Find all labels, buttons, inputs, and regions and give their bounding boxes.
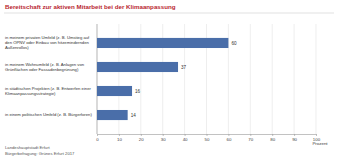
category-label: in meinem Wohnumfeld (z. B. Anlagen vonG…: [5, 62, 85, 72]
tick-label: 0: [96, 137, 99, 142]
category-label: in städtischen Projekten (z. B. Entwerfe…: [5, 86, 91, 96]
grid-line: [272, 24, 273, 134]
grid-line: [294, 24, 295, 134]
tick-label: 50: [205, 137, 210, 142]
data-label: 16: [135, 89, 141, 94]
data-labels: 60 37 16 14: [131, 41, 237, 118]
data-label: 37: [181, 65, 187, 70]
data-label: 14: [131, 113, 137, 118]
tick-label: 10: [117, 137, 122, 142]
tick: 80: [270, 134, 275, 142]
category-label-line: Klimaanpassungsstrategie): [5, 91, 56, 96]
category-label-line: in einem politischen Umfeld (z. B. Bürge…: [5, 112, 92, 117]
tick-label: 80: [270, 137, 275, 142]
axis-line: [98, 134, 317, 135]
tick-label: 20: [139, 137, 144, 142]
tick-label: 70: [248, 137, 253, 142]
tick: 10: [117, 134, 122, 142]
chart: Bereitschaft zur aktiven Mitarbeit bei d…: [0, 0, 338, 162]
tick-label: 60: [226, 137, 231, 142]
tick: 0: [96, 134, 99, 142]
annotations: Landeshauptstadt ErfurtBürgerbefragung: …: [5, 145, 75, 156]
source-note: Bürgerbefragung: Grünes Erfurt 2017: [5, 151, 75, 156]
source-note: Landeshauptstadt Erfurt: [5, 145, 51, 150]
tick: 60: [226, 134, 231, 142]
bar: [97, 110, 128, 120]
bar: [97, 86, 132, 96]
tick: 70: [248, 134, 253, 142]
grid-line: [316, 24, 317, 134]
tick-label: 40: [183, 137, 188, 142]
tick: 40: [183, 134, 188, 142]
tick: 20: [139, 134, 144, 142]
category-label: in meinem privaten Umfeld (z. B. Umstieg…: [5, 35, 90, 50]
bars: [97, 38, 228, 120]
category-label: in einem politischen Umfeld (z. B. Bürge…: [5, 112, 92, 117]
bar: [97, 62, 178, 72]
x-axis-title: Prozent: [312, 141, 328, 146]
tick: 90: [292, 134, 297, 142]
grid: [97, 24, 316, 134]
tick: 30: [161, 134, 166, 142]
title: Bereitschaft zur aktiven Mitarbeit bei d…: [5, 3, 176, 10]
separator: [4, 13, 334, 14]
grid-line: [250, 24, 251, 134]
category-labels: in meinem privaten Umfeld (z. B. Umstieg…: [5, 35, 92, 117]
data-label: 60: [231, 41, 237, 46]
tick-label: 90: [292, 137, 297, 142]
bar: [97, 38, 228, 48]
x-axis: 0102030405060708090100: [96, 134, 320, 142]
tick: 50: [205, 134, 210, 142]
category-label-line: Grünflächen oder Fassadenbegrünung): [5, 67, 79, 72]
tick-label: 30: [161, 137, 166, 142]
category-label-line: Außenrollos): [5, 45, 29, 50]
